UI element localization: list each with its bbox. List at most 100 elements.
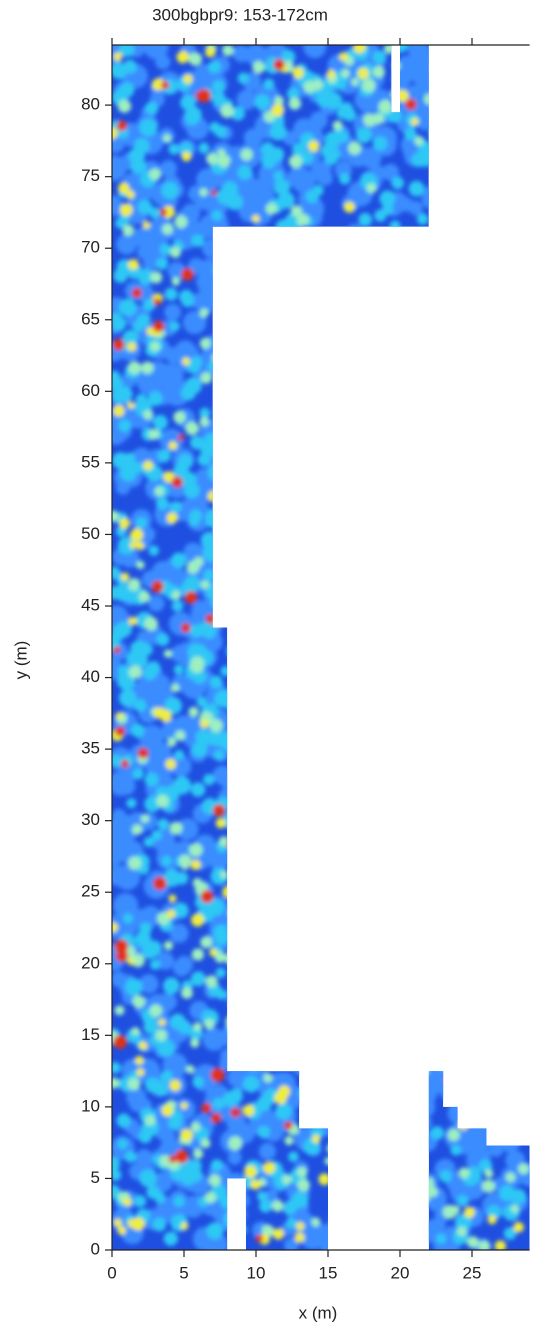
- texture-blob: [226, 371, 240, 385]
- texture-blob: [475, 1071, 493, 1089]
- texture-blob: [163, 649, 173, 658]
- texture-blob: [513, 541, 530, 565]
- texture-blob: [226, 600, 242, 617]
- texture-blob: [151, 580, 164, 593]
- texture-blob: [395, 1178, 409, 1192]
- texture-blob: [426, 62, 446, 81]
- texture-blob: [464, 100, 482, 119]
- texture-blob: [499, 971, 523, 995]
- texture-blob: [255, 327, 274, 345]
- texture-blob: [232, 865, 247, 881]
- texture-blob: [253, 275, 271, 294]
- texture-blob: [520, 1017, 530, 1028]
- texture-blob: [488, 303, 506, 321]
- texture-blob: [477, 68, 494, 86]
- texture-blob: [463, 433, 479, 449]
- texture-blob: [416, 963, 440, 987]
- texture-blob: [375, 1175, 385, 1185]
- texture-blob: [300, 898, 317, 915]
- texture-blob: [372, 1174, 390, 1192]
- texture-blob: [246, 226, 270, 250]
- texture-blob: [477, 672, 489, 684]
- texture-blob: [433, 266, 454, 288]
- texture-blob: [199, 188, 208, 197]
- texture-blob: [430, 100, 451, 120]
- texture-blob: [219, 374, 230, 385]
- texture-blob: [284, 669, 307, 691]
- texture-blob: [289, 547, 302, 559]
- texture-blob: [266, 659, 277, 671]
- texture-blob: [428, 704, 443, 718]
- texture-blob: [473, 814, 492, 832]
- texture-blob: [336, 1000, 361, 1025]
- texture-blob: [422, 572, 448, 598]
- texture-blob: [275, 627, 292, 644]
- texture-blob: [231, 591, 247, 607]
- texture-blob: [445, 422, 457, 435]
- texture-blob: [153, 414, 168, 430]
- texture-blob: [502, 1130, 521, 1149]
- texture-blob: [165, 346, 183, 365]
- texture-blob: [289, 933, 312, 956]
- texture-blob: [434, 119, 447, 132]
- texture-blob: [426, 376, 441, 392]
- texture-blob: [414, 483, 435, 504]
- texture-blob: [378, 1180, 389, 1191]
- texture-blob: [259, 614, 268, 624]
- y-tick-label: 45: [81, 595, 100, 614]
- texture-blob: [379, 190, 396, 207]
- texture-blob: [521, 167, 530, 180]
- texture-blob: [306, 1037, 318, 1049]
- texture-blob: [359, 273, 384, 299]
- texture-blob: [208, 60, 222, 74]
- texture-blob: [475, 260, 487, 272]
- texture-blob: [340, 629, 351, 640]
- texture-blob: [372, 1181, 391, 1200]
- texture-blob: [491, 378, 518, 405]
- texture-blob: [277, 662, 287, 672]
- texture-blob: [374, 1239, 385, 1250]
- texture-blob: [393, 287, 410, 304]
- texture-blob: [471, 775, 480, 784]
- texture-blob: [507, 632, 530, 659]
- texture-blob: [181, 987, 193, 999]
- texture-blob: [243, 876, 269, 902]
- texture-blob: [404, 748, 431, 774]
- texture-blob: [341, 541, 367, 567]
- texture-blob: [477, 745, 489, 758]
- texture-blob: [272, 391, 282, 401]
- texture-blob: [212, 80, 225, 93]
- y-axis-label: y (m): [11, 641, 30, 680]
- texture-blob: [516, 168, 530, 185]
- texture-blob: [466, 835, 484, 853]
- texture-blob: [192, 1148, 204, 1159]
- texture-blob: [352, 1094, 371, 1113]
- texture-blob: [395, 703, 421, 729]
- texture-blob: [255, 872, 270, 887]
- texture-blob: [452, 113, 465, 126]
- texture-blob: [496, 900, 512, 917]
- texture-blob: [190, 356, 203, 369]
- texture-blob: [371, 478, 391, 498]
- texture-blob: [500, 566, 518, 584]
- texture-blob: [514, 114, 524, 125]
- texture-blob: [395, 884, 412, 901]
- texture-blob: [459, 65, 481, 87]
- texture-blob: [423, 522, 440, 539]
- texture-blob: [325, 241, 348, 264]
- texture-blob: [411, 986, 427, 1002]
- texture-blob: [295, 1222, 305, 1231]
- texture-blob: [483, 340, 507, 364]
- texture-blob: [438, 647, 450, 659]
- texture-blob: [477, 588, 491, 602]
- texture-blob: [327, 444, 341, 458]
- texture-blob: [501, 580, 523, 602]
- texture-blob: [263, 912, 288, 937]
- texture-blob: [389, 456, 407, 474]
- texture-blob: [283, 130, 298, 146]
- texture-blob: [448, 927, 467, 945]
- texture-blob: [238, 390, 255, 407]
- texture-blob: [419, 819, 433, 832]
- texture-blob: [374, 819, 397, 841]
- texture-blob: [333, 247, 348, 262]
